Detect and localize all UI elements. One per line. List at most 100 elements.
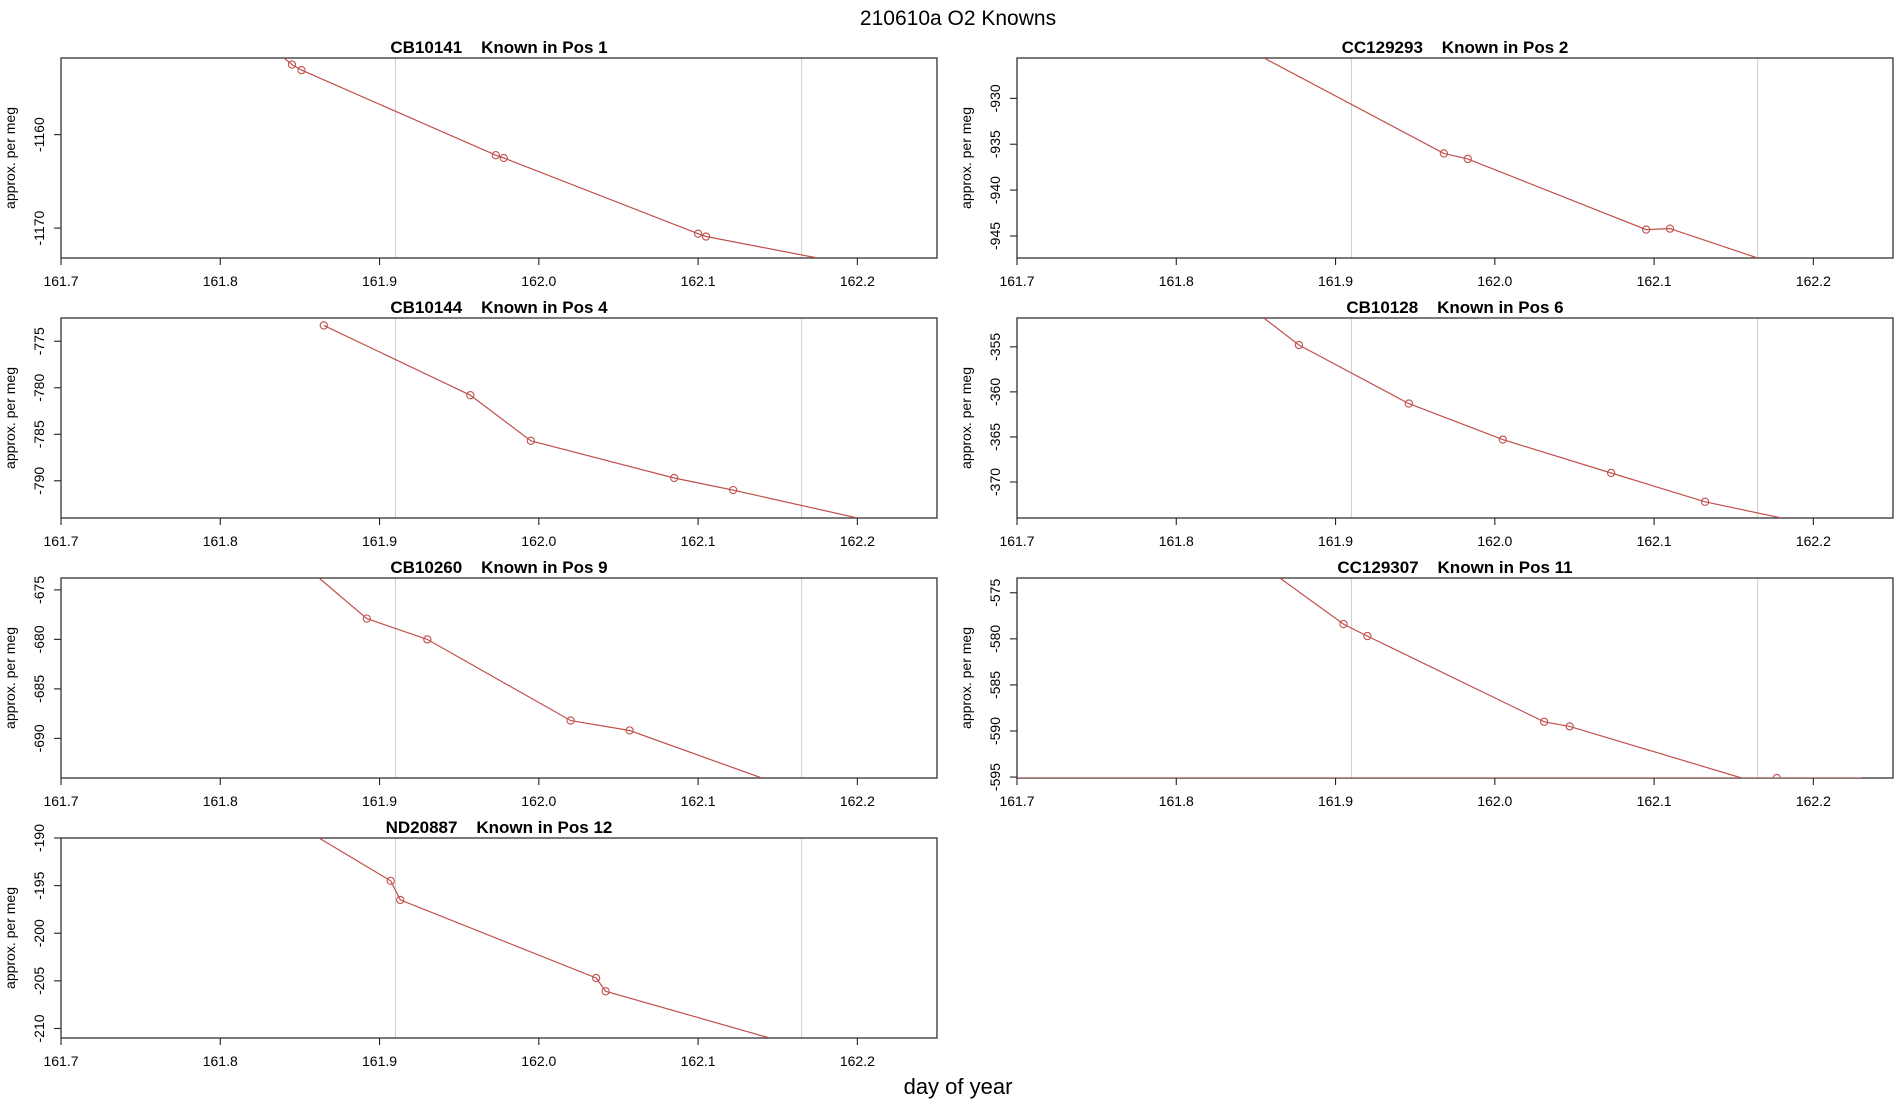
panel-1: CB10141 Known in Pos 1 approx. per meg 161… — [2, 38, 938, 289]
x-tick-label: 161.8 — [203, 533, 238, 549]
x-tick-label: 161.9 — [1318, 533, 1353, 549]
y-tick-label: -365 — [987, 423, 1003, 451]
series-group — [1263, 58, 1758, 258]
y-tick-label: -575 — [987, 579, 1003, 607]
series-line — [283, 58, 818, 258]
figure-title: 210610a O2 Knowns — [860, 7, 1056, 30]
y-tick-label: -210 — [31, 1014, 47, 1042]
y-tick-label: -360 — [987, 378, 1003, 406]
x-tick-label: 162.1 — [1637, 533, 1672, 549]
x-tick-label: 161.8 — [1159, 793, 1194, 809]
y-tick-label: -1170 — [31, 211, 47, 246]
data-point — [592, 973, 601, 983]
y-tick-label: -370 — [987, 468, 1003, 496]
y-tick-label: -790 — [31, 467, 47, 495]
series-group — [1263, 318, 1782, 518]
x-tick-label: 162.1 — [681, 273, 716, 289]
x-tick-label: 161.8 — [203, 793, 238, 809]
panel-4: CB10128 Known in Pos 6 approx. per meg 161… — [958, 298, 1894, 549]
y-tick-label: -355 — [987, 333, 1003, 361]
series-line — [1263, 318, 1782, 518]
y-tick-label: -580 — [987, 625, 1003, 653]
panel-5: CB10260 Known in Pos 9 approx. per meg 161… — [2, 558, 938, 809]
x-tick-label: 162.1 — [681, 533, 716, 549]
x-tick-label: 162.0 — [521, 273, 556, 289]
x-tick-label: 162.1 — [681, 793, 716, 809]
series-group — [318, 838, 770, 1038]
y-axis-label: approx. per meg — [958, 367, 974, 469]
x-tick-label: 162.2 — [1796, 533, 1831, 549]
panel-title: CB10128 Known in Pos 6 — [1346, 298, 1563, 317]
data-point — [287, 60, 297, 69]
x-tick-label: 161.9 — [362, 793, 397, 809]
panel-frame — [60, 57, 938, 259]
y-tick-label: -785 — [31, 420, 47, 448]
data-point — [386, 876, 395, 886]
y-tick-label: -685 — [31, 675, 47, 703]
x-tick-label: 162.1 — [1637, 273, 1672, 289]
series-group — [318, 578, 763, 778]
data-point — [1463, 154, 1472, 164]
y-tick-label: -595 — [987, 763, 1003, 791]
x-tick-label: 162.2 — [840, 273, 875, 289]
panels-group: CB10141 Known in Pos 1 approx. per meg 161… — [2, 38, 1894, 1069]
data-point — [362, 614, 371, 623]
y-tick-label: -935 — [987, 130, 1003, 158]
x-tick-label: 161.7 — [43, 273, 78, 289]
y-axis-label: approx. per meg — [2, 627, 18, 729]
data-point — [466, 391, 475, 400]
x-tick-label: 161.9 — [1318, 273, 1353, 289]
panel-frame — [60, 317, 938, 519]
panel-title: CC129307 Known in Pos 11 — [1337, 558, 1572, 577]
data-point — [1439, 149, 1449, 158]
y-axis-label: approx. per meg — [2, 367, 18, 469]
panel-frame — [60, 837, 938, 1039]
x-tick-label: 162.0 — [1477, 273, 1512, 289]
series-group — [283, 58, 818, 258]
y-tick-label: -675 — [31, 576, 47, 604]
y-tick-label: -780 — [31, 374, 47, 402]
x-tick-label: 162.2 — [840, 793, 875, 809]
y-tick-label: -590 — [987, 717, 1003, 745]
panel-title: CB10260 Known in Pos 9 — [390, 558, 607, 577]
data-point — [693, 229, 703, 238]
data-point — [491, 151, 500, 160]
series-line — [318, 838, 770, 1038]
x-tick-label: 161.7 — [999, 273, 1034, 289]
series-line — [1263, 58, 1758, 258]
data-point — [1339, 619, 1348, 629]
x-tick-label: 161.9 — [362, 533, 397, 549]
panel-frame — [1016, 317, 1894, 519]
data-point — [670, 473, 679, 483]
data-point — [1772, 773, 1781, 778]
data-point — [499, 153, 508, 163]
panel-title: CC129293 Known in Pos 2 — [1342, 38, 1569, 57]
data-point — [625, 726, 634, 735]
data-point — [526, 436, 536, 445]
panel-title: ND20887 Known in Pos 12 — [386, 818, 613, 837]
data-point — [1641, 225, 1651, 234]
data-point — [701, 232, 711, 241]
x-tick-label: 161.9 — [362, 273, 397, 289]
x-tick-label: 162.2 — [840, 533, 875, 549]
x-tick-label: 162.0 — [1477, 793, 1512, 809]
x-tick-label: 162.1 — [681, 1053, 716, 1069]
x-tick-label: 162.0 — [521, 793, 556, 809]
data-point — [728, 485, 738, 495]
data-point — [319, 321, 328, 330]
panel-2: CC129293 Known in Pos 2 approx. per meg 16… — [958, 38, 1894, 289]
y-axis-label: approx. per meg — [2, 887, 18, 989]
x-tick-label: 162.1 — [1637, 793, 1672, 809]
x-tick-label: 162.2 — [1796, 793, 1831, 809]
x-tick-label: 161.7 — [43, 793, 78, 809]
panel-6: CC129307 Known in Pos 11 approx. per meg 1… — [958, 558, 1894, 809]
panel-frame — [1016, 57, 1894, 259]
series-line — [318, 578, 763, 778]
x-tick-label: 161.9 — [1318, 793, 1353, 809]
x-tick-label: 161.8 — [203, 273, 238, 289]
data-point — [1404, 399, 1413, 408]
y-tick-label: -190 — [31, 824, 47, 852]
data-point — [1363, 631, 1372, 641]
data-point — [1294, 340, 1304, 350]
